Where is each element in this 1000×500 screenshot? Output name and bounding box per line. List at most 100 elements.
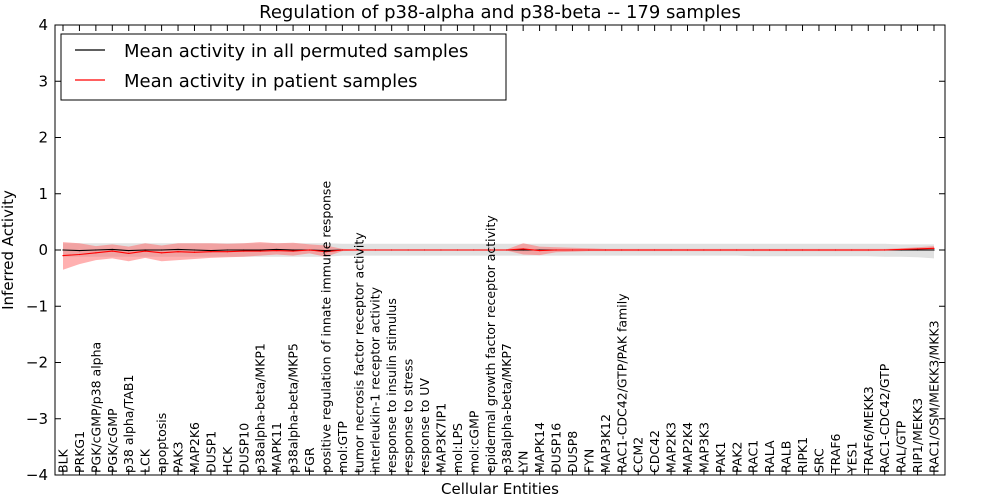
series-point-patient (900, 248, 902, 251)
series-line-patient (62, 247, 935, 257)
series-point-patient (374, 249, 376, 251)
x-category-label: LCK (138, 448, 153, 473)
y-tick-label: −2 (26, 354, 48, 372)
x-category-label: apoptosis (154, 413, 169, 473)
legend-label-patient: Mean activity in patient samples (124, 71, 418, 92)
series-point-patient (259, 250, 261, 252)
y-tick-label: 2 (38, 129, 48, 147)
x-category-label: PGK/cGMP (105, 408, 120, 473)
series-point-permuted (259, 249, 261, 251)
x-category-label: tumor necrosis factor receptor activity (351, 232, 366, 473)
series-point-permuted (522, 249, 524, 251)
x-category-label: CDC42 (647, 430, 662, 473)
series-point-permuted (933, 249, 935, 251)
series-point-patient (522, 248, 524, 250)
series-point-patient (325, 251, 327, 253)
band-patient (63, 242, 934, 270)
series-point-patient (144, 250, 146, 252)
series-point-patient (489, 249, 491, 251)
series-point-permuted (144, 249, 146, 251)
series-point-patient (686, 249, 689, 251)
x-category-label: positive regulation of innate immune res… (318, 181, 333, 473)
series-point-permuted (226, 249, 228, 251)
y-tick-label: −3 (26, 410, 48, 428)
series-point-permuted (243, 249, 245, 251)
x-category-label: MAP3K3 (696, 422, 711, 473)
y-tick-label: −1 (26, 297, 48, 315)
x-category-label: MAPK14 (532, 422, 547, 473)
series-point-patient (621, 249, 623, 251)
x-category-label: RAC1-CDC42/GTP (877, 363, 892, 473)
series-point-patient (916, 248, 919, 250)
x-category-label: BLK (56, 448, 71, 473)
legend-box (60, 33, 507, 101)
y-axis-label: Inferred Activity (0, 190, 17, 310)
series-point-patient (752, 249, 754, 251)
x-category-label: FGR (302, 447, 317, 473)
x-category-label: MAP2K4 (680, 422, 695, 473)
series-point-patient (111, 250, 113, 252)
x-category-label: PAK2 (729, 442, 744, 473)
x-category-label: MAPK11 (269, 422, 284, 473)
series-point-patient (604, 249, 606, 251)
y-tick-label: −4 (26, 466, 48, 484)
series-point-permuted (128, 249, 130, 252)
x-category-label: RALA (762, 440, 777, 473)
series-point-permuted (62, 249, 64, 251)
series-lines (62, 247, 935, 257)
series-point-patient (391, 249, 393, 251)
series-point-patient (834, 249, 836, 251)
chart-title: Regulation of p38-alpha and p38-beta -- … (259, 2, 741, 23)
x-axis-label: Cellular Entities (441, 480, 559, 498)
x-category-label: p38 alpha/TAB1 (121, 375, 136, 473)
series-point-patient (226, 251, 228, 253)
series-point-permuted (292, 249, 294, 251)
series-point-patient (210, 251, 212, 253)
series-point-patient (161, 252, 163, 254)
x-category-label: MAP2K6 (187, 422, 202, 473)
series-point-patient (769, 249, 771, 251)
x-category-label: YES1 (844, 442, 859, 474)
x-category-label: response to UV (417, 378, 432, 473)
series-point-patient (423, 249, 426, 251)
series-point-patient (308, 249, 311, 251)
series-point-patient (654, 249, 656, 251)
x-category-label: interleukin-1 receptor activity (368, 286, 383, 473)
x-category-label: DUSP1 (203, 431, 218, 473)
series-point-patient (358, 249, 360, 251)
series-point-permuted (95, 249, 97, 251)
x-category-label: RIP1/MEKK3 (910, 398, 925, 473)
x-category-label: CCM2 (631, 437, 646, 473)
series-point-patient (703, 249, 705, 251)
x-category-label: LYN (516, 451, 531, 473)
x-category-label: MAP3K12 (598, 414, 613, 473)
series-point-patient (62, 255, 64, 257)
series-point-patient (128, 252, 130, 254)
series-point-patient (555, 249, 557, 251)
x-category-label: TRAF6/MEKK3 (861, 386, 876, 474)
x-category-label: mol:cGMP (466, 410, 481, 473)
x-category-label: p38alpha-beta/MKP7 (499, 343, 514, 473)
series-point-permuted (193, 249, 196, 251)
series-point-patient (456, 249, 459, 251)
x-category-label: RAC1-CDC42/GTP/PAK family (614, 293, 629, 473)
series-point-patient (851, 249, 853, 251)
x-category-label: RAC1/OSM/MEKK3/MKK3 (927, 320, 942, 473)
series-point-permuted (210, 249, 212, 252)
x-category-label: MAP2K3 (664, 422, 679, 473)
x-category-label: mol:LPS (450, 423, 465, 473)
series-point-patient (243, 250, 245, 252)
series-point-patient (407, 249, 409, 251)
series-point-permuted (916, 249, 919, 251)
x-category-label: mol:GTP (335, 421, 350, 473)
x-category-label: SRC (812, 448, 827, 473)
series-point-patient (292, 250, 294, 252)
x-category-label: MAP3K7IP1 (434, 403, 449, 473)
y-tick-label: 0 (38, 241, 48, 259)
x-category-label: response to stress (401, 359, 416, 473)
series-point-patient (719, 249, 721, 251)
series-point-patient (801, 249, 804, 251)
series-point-patient (78, 253, 81, 256)
x-category-label: RAC1 (746, 440, 761, 473)
